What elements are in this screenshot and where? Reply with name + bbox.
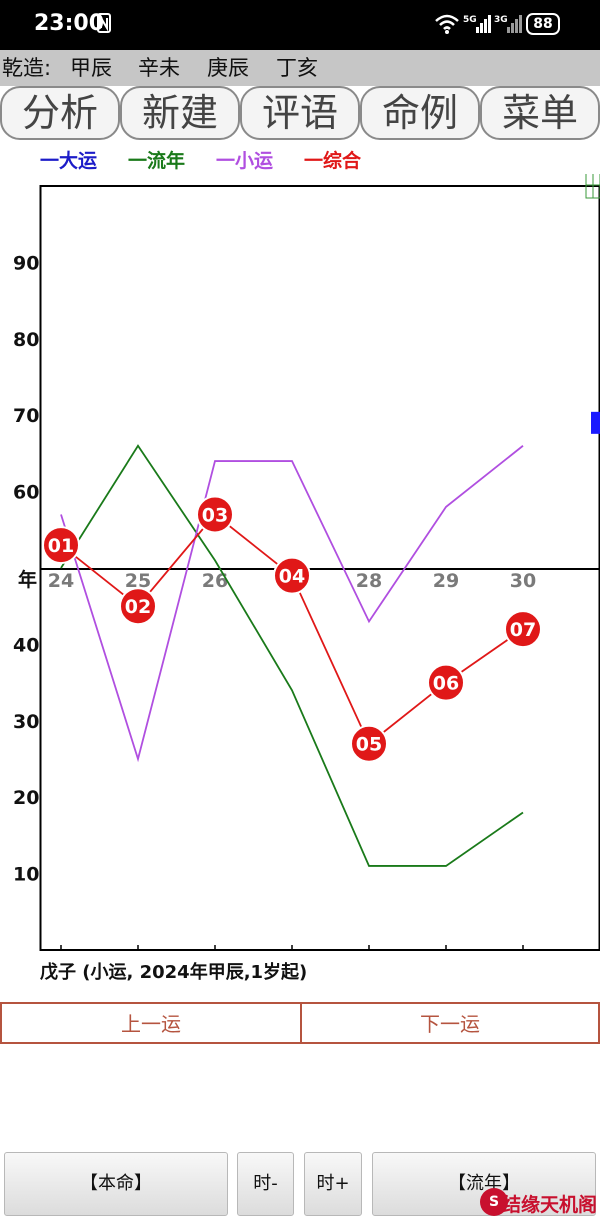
legend-liunian: 一流年 <box>128 150 186 172</box>
y-tick-label: 80 <box>13 329 39 351</box>
status-bar: 23:00 5G 3G 88 <box>0 0 600 50</box>
watermark: S 结缘天机阁 <box>470 1188 600 1224</box>
data-point-label: 05 <box>356 734 382 756</box>
data-point-label: 06 <box>433 673 459 695</box>
data-point-marker <box>42 526 80 565</box>
data-point-marker <box>119 587 157 626</box>
data-point-marker <box>273 556 311 595</box>
year-pillar: 甲辰 <box>70 56 112 80</box>
watermark-text: 结缘天机阁 <box>502 1194 598 1216</box>
hour-pillar: 丁亥 <box>276 56 318 80</box>
x-tick-label: 25 <box>125 570 151 592</box>
x-tick-label: 28 <box>356 570 382 592</box>
day-pillar: 庚辰 <box>207 56 249 80</box>
watermark-seal: S <box>480 1188 508 1216</box>
y-tick-label: 90 <box>13 252 39 274</box>
data-point-label: 02 <box>125 596 151 618</box>
battery-icon: 88 <box>526 13 560 35</box>
chart-caption: 戊子 (小运, 2024年甲辰,1岁起) <box>40 962 308 983</box>
chart-legend: 一大运 一流年 一小运 一综合 <box>0 142 600 174</box>
legend-xiaoyun: 一小运 <box>216 150 274 172</box>
prev-period-button[interactable]: 上一运 <box>121 1012 181 1036</box>
gender-label: 乾造: <box>2 56 52 80</box>
signal-icon-secondary: 3G <box>494 15 522 33</box>
wifi-icon <box>435 14 459 34</box>
period-nav: 上一运 下一运 <box>0 1002 600 1044</box>
battery-level: 88 <box>533 16 553 32</box>
y-tick-label: 30 <box>13 711 39 733</box>
x-tick-label: 26 <box>202 570 228 592</box>
hour-minus-button[interactable]: 时- <box>237 1152 294 1216</box>
month-pillar: 辛未 <box>138 56 180 80</box>
data-point-label: 07 <box>510 619 536 641</box>
y-tick-label: 70 <box>13 405 39 427</box>
x-axis-unit-label: 年 <box>18 568 37 591</box>
status-time: 23:00 <box>34 11 105 36</box>
next-period-button[interactable]: 下一运 <box>420 1012 480 1036</box>
nav-divider <box>300 1004 302 1042</box>
data-point-label: 01 <box>48 535 74 557</box>
x-tick-label: 30 <box>510 570 536 592</box>
y-tick-label: 20 <box>13 787 39 809</box>
y-tick-label: 40 <box>13 634 39 656</box>
tab-new[interactable]: 新建 <box>120 86 240 140</box>
x-tick-label: 29 <box>433 570 459 592</box>
data-point-marker <box>427 663 465 702</box>
data-point-label: 03 <box>202 505 228 527</box>
y-tick-label: 60 <box>13 482 39 504</box>
fortune-line-chart: 90 80 70 60 40 30 20 10 年 24 25 26 28 29 30 01 02 03 04 05… <box>13 174 600 951</box>
hour-plus-button[interactable]: 时+ <box>304 1152 362 1216</box>
nfc-icon <box>97 13 111 33</box>
y-tick-label: 10 <box>13 864 39 886</box>
tab-bar: 分析 新建 评语 命例 菜单 <box>0 86 600 142</box>
series-line <box>60 445 524 763</box>
signal1-label: 5G <box>463 15 477 25</box>
data-point-label: 04 <box>279 566 305 588</box>
data-point-marker <box>196 495 234 534</box>
x-tick-label: 24 <box>48 570 74 592</box>
signal2-label: 3G <box>494 15 508 25</box>
series-line <box>60 513 524 746</box>
tab-menu[interactable]: 菜单 <box>480 86 600 140</box>
natal-button[interactable]: 【本命】 <box>4 1152 228 1216</box>
series-line <box>60 444 524 867</box>
tab-comment[interactable]: 评语 <box>240 86 360 140</box>
tab-analysis[interactable]: 分析 <box>0 86 120 140</box>
data-point-marker <box>504 610 542 649</box>
data-point-marker <box>350 724 388 763</box>
signal-icon: 5G <box>463 15 491 33</box>
legend-zonghe: 一综合 <box>304 150 362 172</box>
tab-examples[interactable]: 命例 <box>360 86 480 140</box>
period-marker <box>591 411 600 434</box>
bazi-info-bar: 乾造: 甲辰 辛未 庚辰 丁亥 <box>0 50 600 86</box>
legend-dayun: 一大运 <box>40 150 98 172</box>
